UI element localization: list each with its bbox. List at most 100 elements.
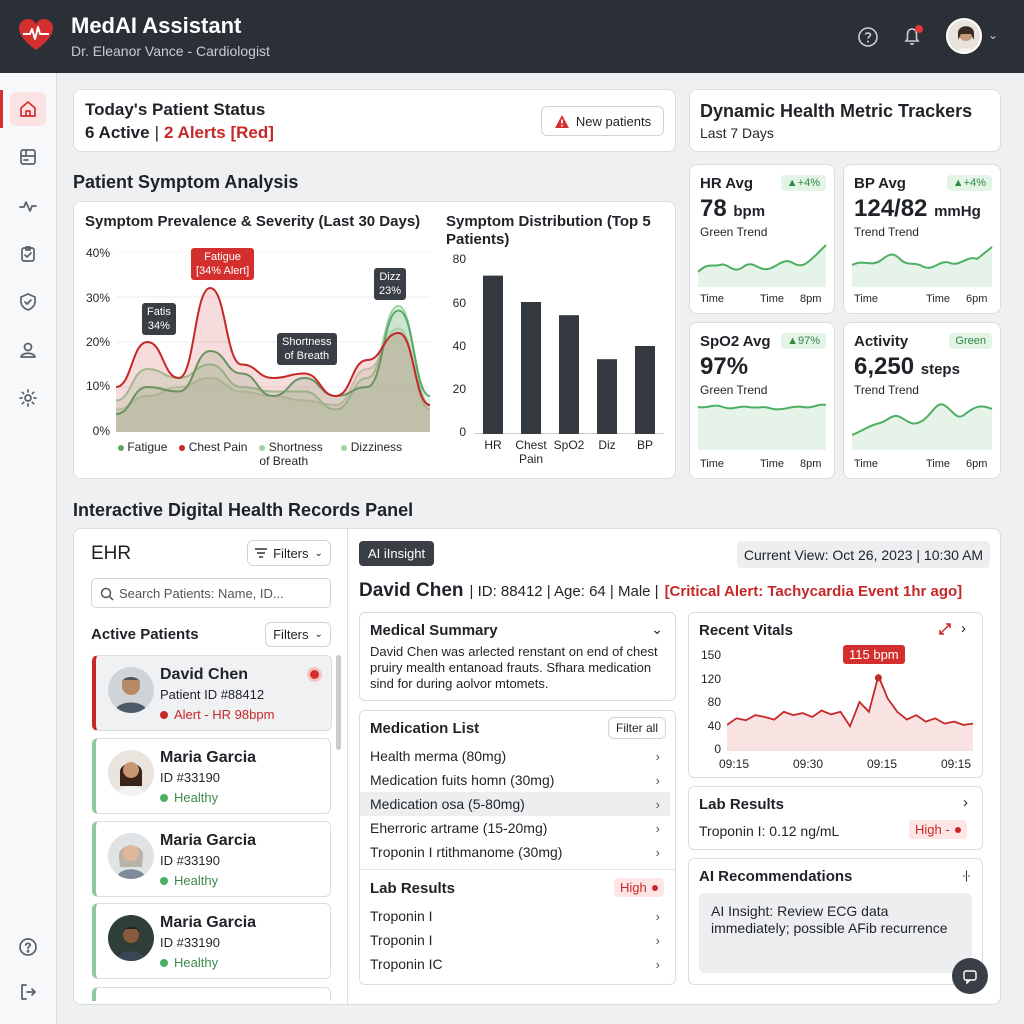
medication-item[interactable]: Troponin I rtithmanome (30mg) › [370,844,660,860]
home-icon[interactable] [10,92,46,126]
new-patients-label: New patients [575,113,652,129]
expand-icon[interactable] [938,622,952,636]
records-icon[interactable] [10,140,46,174]
symptom-bar-chart [474,275,664,434]
alert-dot [310,670,319,679]
series-area [116,306,430,432]
metric-card-hr[interactable]: HR Avg ▲+4% 78 bpm Green Trend Time Time… [689,164,835,314]
metric-number: 78 [700,195,727,222]
ai-recommendations-title: AI Recommendations [699,868,853,885]
x-tick: 09:30 [793,757,824,771]
filter-all-button[interactable]: Filter all [608,717,666,739]
gear-icon[interactable] [10,381,46,415]
activity-icon[interactable] [10,189,46,223]
x-label: 6pm [966,458,988,470]
x-tick: 09:15 [941,757,972,771]
series-line [116,286,430,406]
chevron-down-icon[interactable]: ⌄ [988,28,999,42]
symptom-section-title: Patient Symptom Analysis [73,172,299,192]
legend-item: Shortness of Breath [259,440,323,468]
filters-button[interactable]: Filters ⌄ [247,540,331,566]
medication-list-title: Medication List [370,720,480,737]
lab-item[interactable]: Troponin I › [370,908,660,924]
lab-results-title: Lab Results [370,880,456,897]
medication-item[interactable]: Eherroric artrame (15-20mg) › [370,820,660,836]
symptom-analysis-card: Symptom Prevalence & Severity (Last 30 D… [73,201,676,479]
logout-icon[interactable] [10,975,46,1009]
x-label: Time [700,458,725,470]
metric-value: 6,250 steps [854,353,960,381]
help-icon[interactable] [10,930,46,964]
medication-item[interactable]: Medication fuits homn (30mg) › [370,772,660,788]
y-tick: 20 [452,382,466,396]
area-legend: Fatigue Chest Pain Shortness of Breath D… [118,440,402,468]
search-icon [100,587,114,601]
separator: | [154,123,159,142]
patient-card-selected[interactable]: David Chen Patient ID #88412 Alert - HR … [92,655,332,731]
ai-insight-badge[interactable]: AI iInsight [359,541,435,566]
clipboard-icon[interactable] [10,237,46,271]
metric-value: 124/82 mmHg [854,195,981,223]
patient-name: David Chen [160,666,249,683]
patient-card-partial[interactable] [92,987,331,1001]
patient-id: ID #33190 [160,770,220,785]
change-badge: ▲97% [781,333,826,349]
status-badge: Healthy [160,955,218,970]
symptom-area-chart [116,252,430,432]
change-badge: Green [949,333,992,349]
current-view: Current View: Oct 26, 2023 | 10:30 AM [737,541,990,568]
patient-id: ID #33190 [160,853,220,868]
lab-results-card[interactable]: Lab Results › Troponin I: 0.12 ng/mL Hig… [688,786,983,850]
chevron-down-icon[interactable]: ⌄ [651,621,663,637]
lab-item[interactable]: Troponin I › [370,932,660,948]
x-tick: HR [484,438,502,452]
metric-card-bp[interactable]: BP Avg ▲+4% 124/82 mmHg Trend Trend Time… [843,164,1001,314]
status-badge: Alert - HR 98bpm [160,707,274,722]
bar-y-axis: 80 60 40 20 0 [436,252,466,442]
avatar [108,915,154,961]
divider [360,869,675,870]
bar [521,302,541,434]
active-patients-label: Active Patients [91,626,199,643]
filters-button[interactable]: Filters ⌄ [265,622,331,647]
annotation-alert: Fatigue [34% Alert] [191,248,255,280]
area-y-axis: 40% 30% 20% 10% 0% [76,246,110,438]
lab-item[interactable]: Troponin IC › [370,956,660,972]
patient-id: Patient ID #88412 [160,687,265,702]
filters-label: Filters [273,545,309,561]
shield-icon[interactable] [10,285,46,319]
x-label: Time [926,293,951,305]
annotation-tooltip: Dizz 23% [374,268,407,300]
patient-card[interactable]: Maria Garcia ID #33190 Healthy [92,738,331,814]
metric-card-activity[interactable]: Activity Green 6,250 steps Trend Trend T… [843,322,1001,479]
scrollbar[interactable] [336,655,341,750]
metric-title: BP Avg [854,175,906,192]
medication-item-selected[interactable]: Medication osa (5-80mg) › [360,792,670,816]
user-subtitle: Dr. Eleanor Vance - Cardiologist [71,43,270,59]
user-icon[interactable] [10,333,46,367]
metric-number: 124/82 [854,195,928,222]
bar [597,359,617,434]
metric-card-spo2[interactable]: SpO2 Avg ▲97% 97% Green Trend Time Time … [689,322,835,479]
x-label: Time [926,458,951,470]
ai-recommendation-text: AI Insight: Review ECG data immediately;… [699,893,972,973]
medication-item[interactable]: Health merma (80mg) › [370,748,660,764]
medical-summary-card[interactable]: Medical Summary ⌄ David Chen was arlecte… [359,612,676,701]
patient-card[interactable]: Maria Garcia ID #33190 Healthy [92,903,331,979]
metric-trend: Green Trend [700,225,768,239]
search-input[interactable]: Search Patients: Name, ID... [91,578,331,608]
chevron-right-icon[interactable]: › [961,620,966,637]
chat-icon[interactable] [952,958,988,994]
collapse-icon[interactable]: ·|· [961,868,971,882]
help-icon[interactable] [857,26,879,48]
metric-trend: Green Trend [700,383,768,397]
x-tick: Chest Pain [515,438,547,466]
new-patients-button[interactable]: New patients [541,106,664,136]
avatar[interactable] [946,18,982,54]
patient-card[interactable]: Maria Garcia ID #33190 Healthy [92,821,331,897]
chevron-right-icon: › [655,796,660,812]
filters-label: Filters [273,627,309,642]
bell-icon[interactable] [901,24,925,48]
chevron-right-icon[interactable]: › [963,794,968,811]
bar [635,346,655,434]
